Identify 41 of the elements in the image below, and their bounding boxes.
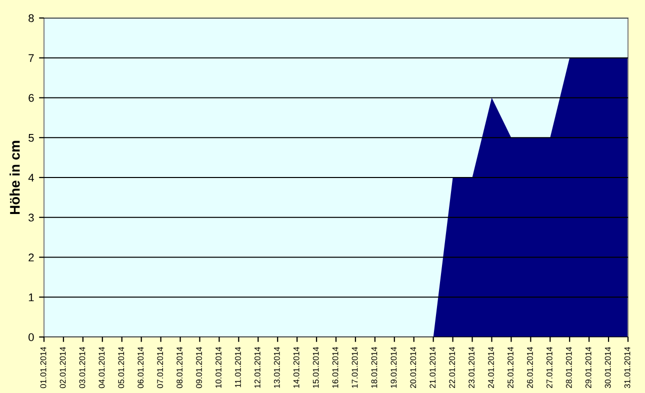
x-tick-label: 04.01.2014 [98,346,105,388]
x-tick-label: 18.01.2014 [371,346,378,388]
x-tick-label: 29.01.2014 [585,346,592,388]
x-tick-label: 21.01.2014 [430,346,436,388]
y-axis-title: Höhe in cm [10,140,20,214]
x-tick-label: 26.01.2014 [527,346,533,388]
x-tick-label: 14.01.2014 [293,346,300,388]
x-tick-label: 30.01.2014 [604,346,611,388]
x-tick-label: 17.01.2014 [352,346,358,388]
y-tick-label: 4 [28,174,34,182]
x-tick-label: 19.01.2014 [390,346,397,388]
x-tick-label: 07.01.2014 [157,346,164,388]
x-tick-label: 25.01.2014 [508,346,514,388]
x-tick-label: 27.01.2014 [546,346,552,388]
x-tick-label: 11.01.2014 [235,346,241,388]
x-tick-label: 22.01.2014 [449,346,456,388]
y-tick-label: 8 [28,14,34,22]
x-tick-label: 03.01.2014 [79,346,86,388]
x-tick-label: 13.01.2014 [274,346,280,388]
x-tick-label: 23.01.2014 [468,346,475,388]
x-tick-label: 31.01.2014 [624,346,630,388]
x-tick-label: 09.01.2014 [196,346,202,388]
x-tick-label: 02.01.2014 [60,346,66,388]
y-tick-label: 5 [28,134,34,142]
x-tick-label: 15.01.2014 [312,346,319,388]
x-tick-label: 01.01.2014 [40,346,46,388]
x-tick-label: 06.01.2014 [138,346,144,388]
x-tick-label: 16.01.2014 [332,346,338,388]
y-tick-label: 2 [28,254,34,262]
x-tick-label: 24.01.2014 [488,346,494,388]
y-tick-label: 7 [28,54,34,62]
x-tick-label: 10.01.2014 [216,346,222,388]
x-tick-label: 05.01.2014 [118,346,124,388]
y-tick-label: 1 [28,294,34,302]
x-tick-label: 20.01.2014 [410,346,416,388]
x-tick-label: 08.01.2014 [176,346,183,388]
y-tick-label: 3 [28,214,34,222]
x-tick-label: 28.01.2014 [566,346,572,388]
y-tick-label: 6 [28,94,34,102]
x-tick-label: 12.01.2014 [254,346,260,388]
y-tick-label: 0 [28,333,34,342]
